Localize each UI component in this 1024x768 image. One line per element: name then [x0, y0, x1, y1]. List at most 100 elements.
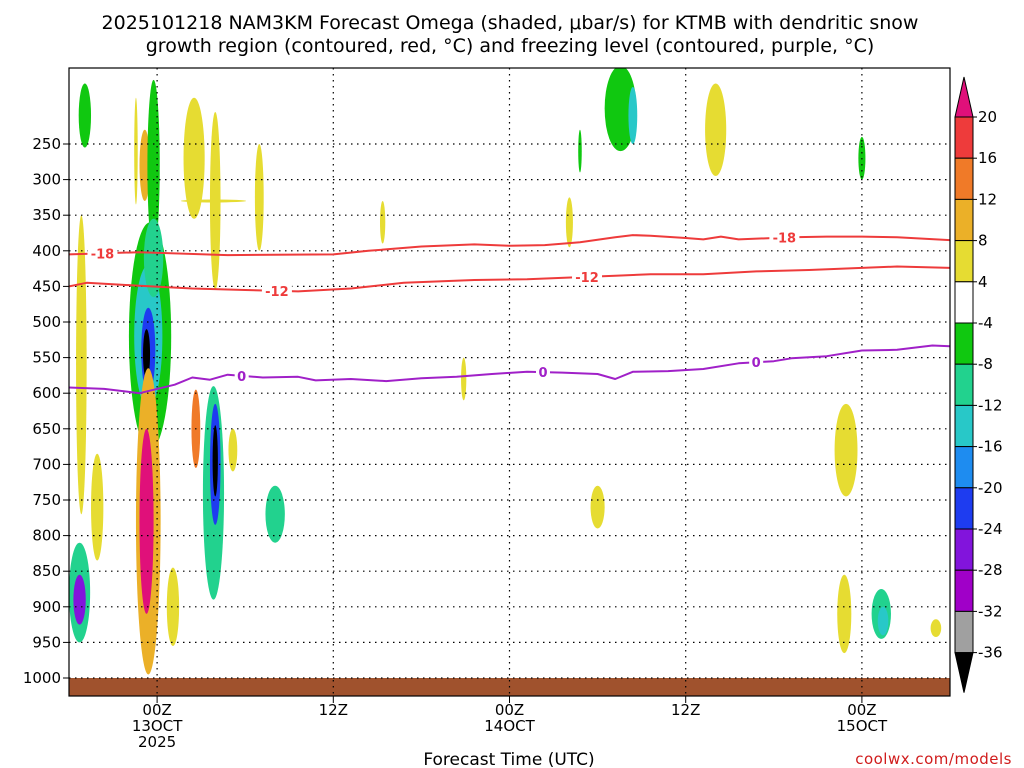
chart-title-line-2: growth region (contoured, red, °C) and f…	[146, 35, 875, 57]
y-tick-label: 400	[32, 242, 61, 260]
gridlines	[69, 68, 950, 696]
y-tick-label: 300	[32, 171, 61, 189]
colorbar-label: -24	[978, 520, 1003, 538]
x-tick-label: 12Z	[319, 701, 348, 719]
omega-shade-cell	[180, 199, 247, 203]
colorbar-label: 12	[978, 190, 997, 208]
omega-shade-cell	[134, 97, 138, 205]
contour-line	[69, 344, 950, 395]
omega-shade-cell	[265, 485, 285, 543]
colorbar-label: -4	[978, 314, 993, 332]
omega-shade-cell	[578, 129, 582, 173]
colorbar-segment	[954, 528, 974, 571]
colorbar-label: 4	[978, 273, 988, 291]
colorbar-segment	[954, 198, 974, 242]
chart-title-line-1: 2025101218 NAM3KM Forecast Omega (shaded…	[102, 12, 919, 34]
colorbar-label: -12	[978, 396, 1003, 414]
contour-label: 0	[752, 356, 761, 371]
x-tick-label: 00Z	[847, 701, 876, 719]
omega-shade-cell	[143, 329, 151, 379]
contour-label-bg	[261, 283, 292, 298]
omega-shade-cell	[91, 453, 104, 561]
colorbar-segment	[954, 610, 974, 654]
omega-shade-cell	[379, 200, 386, 244]
x-tick-label: 2025	[138, 733, 176, 751]
contour-label-bg	[572, 269, 603, 284]
omega-colorbar: 20 16 12 8 4 -4 -8 -12 -16 -20 -24 -28 -32 -36	[954, 76, 1003, 693]
y-tick-label: 350	[32, 206, 61, 224]
y-tick-label: 800	[32, 527, 61, 545]
pressure-axis: 250 300 350 400 450 500 550 600 650 700 750 800 850 9…	[23, 135, 69, 687]
contour-label-bg	[769, 230, 800, 245]
omega-shade-cell	[76, 215, 87, 515]
omega-shade-cell	[565, 197, 573, 248]
colorbar-top-arrow	[954, 76, 974, 118]
y-tick-label: 900	[32, 598, 61, 616]
contour-line	[69, 234, 950, 257]
colorbar-segment	[954, 569, 974, 612]
x-tick-label: 15OCT	[837, 717, 888, 735]
omega-shade-cell	[705, 83, 727, 177]
x-tick-label: 00Z	[495, 701, 524, 719]
colorbar-label: -16	[978, 438, 1003, 456]
contour-label: 0	[237, 370, 246, 385]
colorbar-segment	[954, 363, 974, 406]
omega-shade-cell	[78, 83, 92, 148]
omega-shade-cell	[228, 428, 238, 472]
colorbar-label: -36	[978, 644, 1003, 662]
colorbar-label: 8	[978, 232, 988, 250]
omega-shade-cell	[212, 425, 218, 497]
colorbar-label: -32	[978, 602, 1003, 620]
contour-label-bg	[87, 246, 118, 261]
colorbar-segment	[954, 404, 974, 448]
colorbar-segment	[954, 281, 974, 324]
omega-shade-cell	[628, 87, 638, 144]
contour-label: -12	[265, 285, 289, 300]
contour-label-bg	[234, 368, 249, 383]
omega-shade-cell	[139, 428, 154, 614]
y-tick-label: 250	[32, 135, 61, 153]
y-tick-label: 450	[32, 277, 61, 295]
colorbar-segment	[954, 240, 974, 283]
x-axis-label: Forecast Time (UTC)	[423, 750, 594, 768]
contour-label: -18	[773, 232, 797, 247]
y-tick-label: 500	[32, 313, 61, 331]
omega-shade-cell	[183, 97, 205, 219]
omega-shade-cell	[604, 68, 637, 152]
y-tick-label: 600	[32, 384, 61, 402]
omega-shade-cell	[143, 218, 164, 298]
colorbar-label: 16	[978, 149, 997, 167]
x-tick-label: 00Z	[142, 701, 171, 719]
colorbar-segment	[954, 487, 974, 530]
y-tick-label: 750	[32, 491, 61, 509]
omega-shade-cell	[254, 144, 264, 251]
contour-label-bg	[749, 355, 764, 370]
colorbar-label: -28	[978, 561, 1003, 579]
omega-shade-cell	[837, 574, 852, 654]
y-tick-label: 1000	[23, 669, 61, 687]
contour-label: 0	[538, 366, 547, 381]
x-tick-label: 14OCT	[484, 717, 535, 735]
y-tick-label: 550	[32, 349, 61, 367]
omega-shade-cell	[461, 357, 467, 401]
contour-line	[69, 265, 950, 293]
omega-shade-cell	[73, 574, 86, 625]
y-tick-label: 700	[32, 455, 61, 473]
colorbar-segment	[954, 322, 974, 365]
omega-shade-cell	[877, 606, 889, 636]
colorbar-segment	[954, 446, 974, 489]
y-tick-label: 950	[32, 633, 61, 651]
omega-shading-layer	[69, 68, 942, 675]
contour-label-bg	[535, 365, 550, 380]
omega-shade-cell	[166, 567, 180, 646]
colorbar-label: 20	[978, 108, 997, 126]
contour-label: -18	[91, 247, 115, 262]
colorbar-label: -8	[978, 355, 993, 373]
omega-shade-cell	[139, 129, 151, 201]
omega-shade-cell	[590, 485, 605, 529]
omega-shade-cell	[930, 619, 942, 638]
y-tick-label: 850	[32, 562, 61, 580]
y-tick-label: 650	[32, 420, 61, 438]
